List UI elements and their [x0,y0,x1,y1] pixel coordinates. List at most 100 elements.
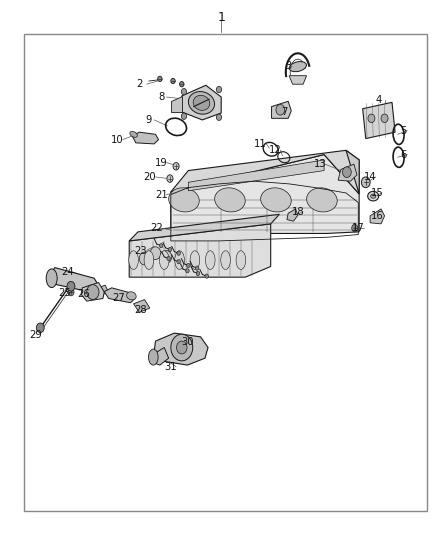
Text: 23: 23 [135,246,147,255]
Text: 14: 14 [364,172,376,182]
Polygon shape [81,282,104,301]
Text: 2: 2 [136,79,142,89]
Polygon shape [129,224,271,277]
Ellipse shape [159,251,169,269]
Text: 5: 5 [400,126,406,135]
Circle shape [177,260,180,264]
Polygon shape [188,160,324,191]
Polygon shape [104,288,135,303]
Ellipse shape [289,61,307,72]
Polygon shape [134,300,150,312]
Circle shape [158,76,162,82]
Circle shape [150,247,161,260]
Polygon shape [95,285,109,296]
Text: 20: 20 [144,172,156,182]
Text: 22: 22 [150,223,163,233]
Text: 27: 27 [112,294,125,303]
Text: 16: 16 [371,211,384,221]
Circle shape [216,114,222,120]
Ellipse shape [215,188,245,212]
Text: 3: 3 [285,61,291,70]
Text: 21: 21 [155,190,168,199]
Circle shape [216,86,222,93]
Circle shape [180,82,184,87]
Circle shape [171,334,193,361]
Circle shape [196,271,200,276]
Ellipse shape [129,251,138,269]
Circle shape [139,252,150,265]
Circle shape [181,113,187,119]
Ellipse shape [169,188,199,212]
Circle shape [187,263,190,268]
Ellipse shape [193,95,210,110]
Polygon shape [346,150,359,194]
Ellipse shape [46,269,57,288]
Circle shape [161,251,172,263]
Text: 11: 11 [254,139,267,149]
Circle shape [36,323,44,333]
Text: 30: 30 [181,337,194,347]
Circle shape [352,224,358,232]
Text: 8: 8 [158,92,164,102]
Ellipse shape [127,292,136,300]
Ellipse shape [371,194,376,198]
Ellipse shape [221,251,230,269]
Polygon shape [272,101,291,118]
Circle shape [173,163,179,170]
Ellipse shape [261,188,291,212]
Circle shape [167,256,170,261]
Polygon shape [287,209,298,221]
Polygon shape [363,102,395,139]
Polygon shape [338,164,357,181]
Polygon shape [171,150,359,194]
Circle shape [68,288,74,296]
Polygon shape [129,214,279,241]
Ellipse shape [236,251,246,269]
Ellipse shape [307,188,337,212]
Text: 31: 31 [165,362,177,372]
Ellipse shape [188,92,215,114]
Polygon shape [132,132,159,144]
Ellipse shape [205,251,215,269]
Circle shape [177,341,187,354]
Text: 19: 19 [155,158,168,167]
Ellipse shape [175,251,184,269]
Polygon shape [182,85,221,120]
Ellipse shape [130,131,138,138]
Text: 9: 9 [146,115,152,125]
Polygon shape [171,96,182,112]
Text: 29: 29 [29,330,42,340]
Polygon shape [52,268,100,293]
Text: 15: 15 [371,188,384,198]
Circle shape [343,167,351,177]
Circle shape [67,281,75,291]
Circle shape [171,78,175,84]
Text: 7: 7 [282,107,288,117]
Circle shape [167,175,173,182]
Circle shape [195,266,199,270]
Text: 10: 10 [111,135,124,144]
Polygon shape [150,348,169,365]
Circle shape [361,177,370,188]
Text: 1: 1 [217,11,225,23]
Circle shape [276,104,285,115]
Circle shape [177,251,180,255]
Text: 17: 17 [352,223,365,233]
Circle shape [168,247,172,252]
Circle shape [181,88,187,95]
Circle shape [368,114,375,123]
Text: 4: 4 [376,95,382,105]
Text: 25: 25 [58,288,71,298]
Circle shape [186,269,189,273]
Ellipse shape [190,251,200,269]
Polygon shape [370,209,385,224]
Circle shape [381,114,388,123]
Polygon shape [154,333,208,365]
Text: 12: 12 [268,146,282,155]
Text: 13: 13 [314,159,326,169]
Circle shape [87,285,99,300]
Ellipse shape [367,191,378,201]
Text: 24: 24 [62,267,74,277]
Text: 26: 26 [78,289,91,299]
Polygon shape [289,76,307,84]
